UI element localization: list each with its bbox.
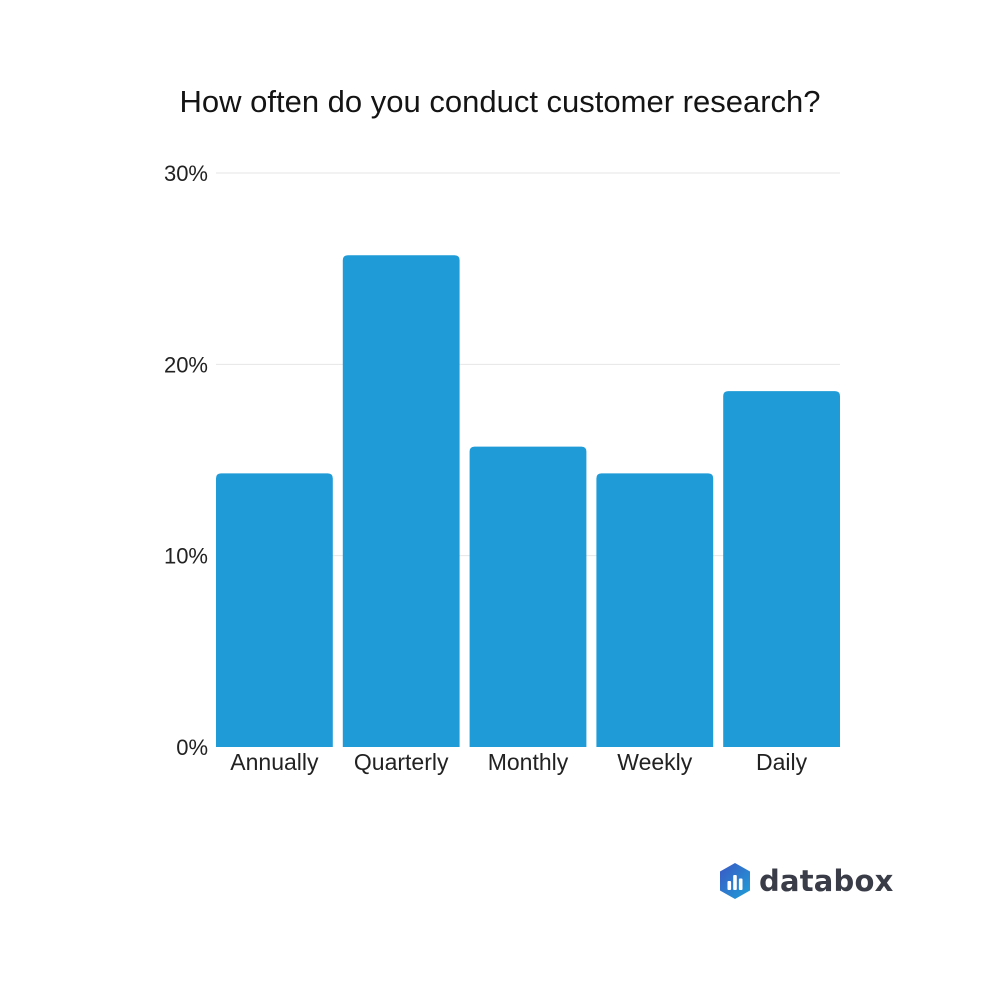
- y-tick-label: 30%: [164, 161, 208, 186]
- y-tick-label: 0%: [176, 735, 208, 760]
- y-tick-label: 20%: [164, 352, 208, 377]
- databox-logo: databox: [718, 862, 894, 900]
- y-tick-label: 10%: [164, 544, 208, 569]
- x-tick-label: Monthly: [488, 749, 569, 775]
- x-axis-category-labels: Annually Quarterly Monthly Weekly Daily: [230, 749, 807, 775]
- bar-quarterly: [342, 255, 460, 748]
- bars: [216, 255, 840, 748]
- x-tick-label: Quarterly: [354, 749, 449, 775]
- y-axis-tick-labels: 0% 10% 20% 30%: [164, 161, 208, 760]
- x-tick-label: Annually: [230, 749, 319, 775]
- bar-monthly: [469, 446, 587, 747]
- x-tick-label: Daily: [756, 749, 808, 775]
- databox-hexagon-bars-icon: [720, 863, 750, 899]
- bar-annually: [216, 473, 333, 747]
- x-tick-label: Weekly: [617, 749, 692, 775]
- bar-daily: [723, 391, 840, 747]
- bar-weekly: [596, 473, 714, 747]
- brand-name: databox: [759, 864, 894, 898]
- chart-title: How often do you conduct customer resear…: [179, 84, 821, 119]
